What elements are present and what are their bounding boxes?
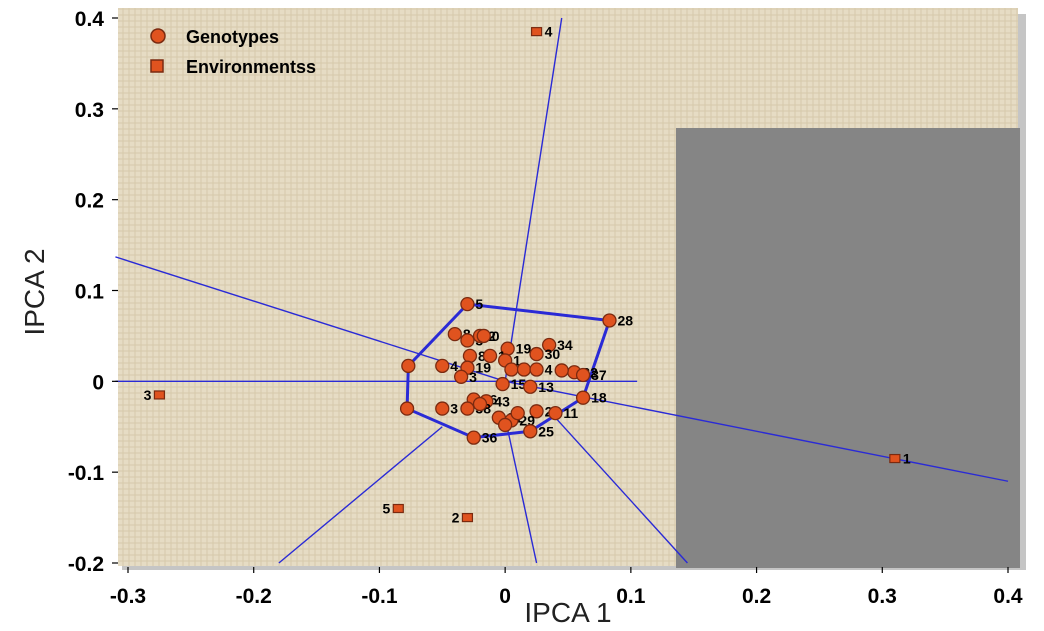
ray-line xyxy=(504,417,538,564)
ray-line xyxy=(504,17,563,382)
x-tick-label: -0.2 xyxy=(236,585,272,608)
genotype-label: 30 xyxy=(545,346,561,362)
genotype-points: 5288320193430811419874322371513181643338… xyxy=(399,296,633,446)
legend-environments-label: Environmentss xyxy=(186,57,316,77)
legend-environment-marker xyxy=(150,59,164,73)
x-tick-label: 0 xyxy=(499,585,511,608)
environment-label: 2 xyxy=(452,510,460,526)
x-tick-label: -0.3 xyxy=(110,585,146,608)
genotype-label: 4 xyxy=(545,362,553,378)
genotype-point xyxy=(460,296,475,312)
genotype-point xyxy=(602,313,617,328)
polygon-rays xyxy=(115,17,1009,564)
genotype-label: 43 xyxy=(494,393,510,409)
genotype-label: 5 xyxy=(475,296,483,312)
ray-line xyxy=(554,417,688,564)
genotype-point xyxy=(399,401,415,416)
genotype-label: 11 xyxy=(563,405,578,421)
genotype-label: 28 xyxy=(617,312,633,328)
genotype-point xyxy=(554,363,569,378)
legend: Genotypes Environmentss xyxy=(150,27,316,77)
y-tick-label: -0.1 xyxy=(68,462,105,485)
x-tick-label: 0.3 xyxy=(868,585,897,608)
genotype-point xyxy=(447,326,463,342)
genotype-point xyxy=(497,417,513,433)
legend-genotype-marker xyxy=(150,28,166,44)
genotype-point xyxy=(401,358,416,374)
genotype-point xyxy=(472,396,488,412)
genotype-point xyxy=(575,367,591,383)
environment-label: 5 xyxy=(382,501,390,517)
genotype-label: 1 xyxy=(513,352,521,368)
genotype-point xyxy=(523,379,538,394)
environment-point xyxy=(889,453,901,464)
y-axis-title: IPCA 2 xyxy=(19,248,50,335)
y-tick-label: 0.1 xyxy=(75,281,105,304)
genotype-label: 15 xyxy=(511,376,527,392)
genotype-point xyxy=(529,346,544,362)
genotype-point xyxy=(529,362,544,377)
y-tick-label: 0.2 xyxy=(75,190,104,213)
genotype-point xyxy=(435,358,450,374)
genotype-point xyxy=(476,328,491,344)
x-axis-ticks: -0.3 -0.2 -0.1 0 0.1 0.2 0.3 0.4 xyxy=(110,567,1023,608)
environment-point xyxy=(530,27,543,37)
environment-point xyxy=(153,390,166,400)
environment-point xyxy=(461,512,474,523)
environment-label: 1 xyxy=(903,451,911,467)
ray-line xyxy=(278,426,443,564)
genotype-point xyxy=(453,369,469,384)
genotype-label: 25 xyxy=(538,423,554,439)
legend-genotypes-label: Genotypes xyxy=(186,27,279,47)
genotype-point xyxy=(541,337,557,353)
genotype-label: 19 xyxy=(516,341,532,357)
x-tick-label: 0.2 xyxy=(742,585,771,608)
genotype-label: 8 xyxy=(478,348,486,364)
genotype-point xyxy=(495,376,510,392)
x-axis-title: IPCA 1 xyxy=(524,597,611,628)
genotype-label: 19 xyxy=(475,360,491,376)
y-tick-label: 0.3 xyxy=(75,99,104,122)
gray-overlay-region xyxy=(676,128,1020,568)
genotype-point xyxy=(510,405,525,421)
x-tick-label: 0.4 xyxy=(993,585,1023,608)
genotype-label: 34 xyxy=(557,337,573,353)
x-tick-label: -0.1 xyxy=(361,585,398,608)
genotype-point xyxy=(516,362,532,377)
genotype-label: 2 xyxy=(488,328,496,344)
genotype-point xyxy=(460,333,475,348)
genotype-label: 37 xyxy=(591,367,607,383)
genotype-label: 36 xyxy=(482,430,498,446)
x-tick-label: 0.1 xyxy=(616,585,646,608)
genotype-point xyxy=(523,424,538,439)
genotype-point xyxy=(504,362,519,377)
environment-point xyxy=(392,503,404,514)
plot-background xyxy=(118,8,1026,570)
y-tick-label: 0 xyxy=(92,371,104,394)
environment-label: 3 xyxy=(144,387,152,403)
genotype-label: 13 xyxy=(538,379,554,395)
genotype-label: 4 xyxy=(450,358,458,374)
genotype-label: 3 xyxy=(450,401,458,417)
genotype-point xyxy=(575,390,591,405)
genotype-point xyxy=(529,404,544,419)
y-tick-label: 0.4 xyxy=(75,8,105,31)
genotype-point xyxy=(482,348,498,364)
genotype-label: 18 xyxy=(591,390,607,406)
genotype-point xyxy=(466,430,481,445)
genotype-point xyxy=(435,401,450,416)
environment-label: 4 xyxy=(545,24,553,40)
genotype-label: 0 xyxy=(492,328,500,344)
genotype-label: 3 xyxy=(469,369,477,385)
genotype-point xyxy=(460,401,475,416)
y-axis-ticks: -0.2 -0.1 0 0.1 0.2 0.3 0.4 xyxy=(68,8,118,576)
y-tick-label: -0.2 xyxy=(68,553,104,576)
genotype-point xyxy=(548,405,563,421)
